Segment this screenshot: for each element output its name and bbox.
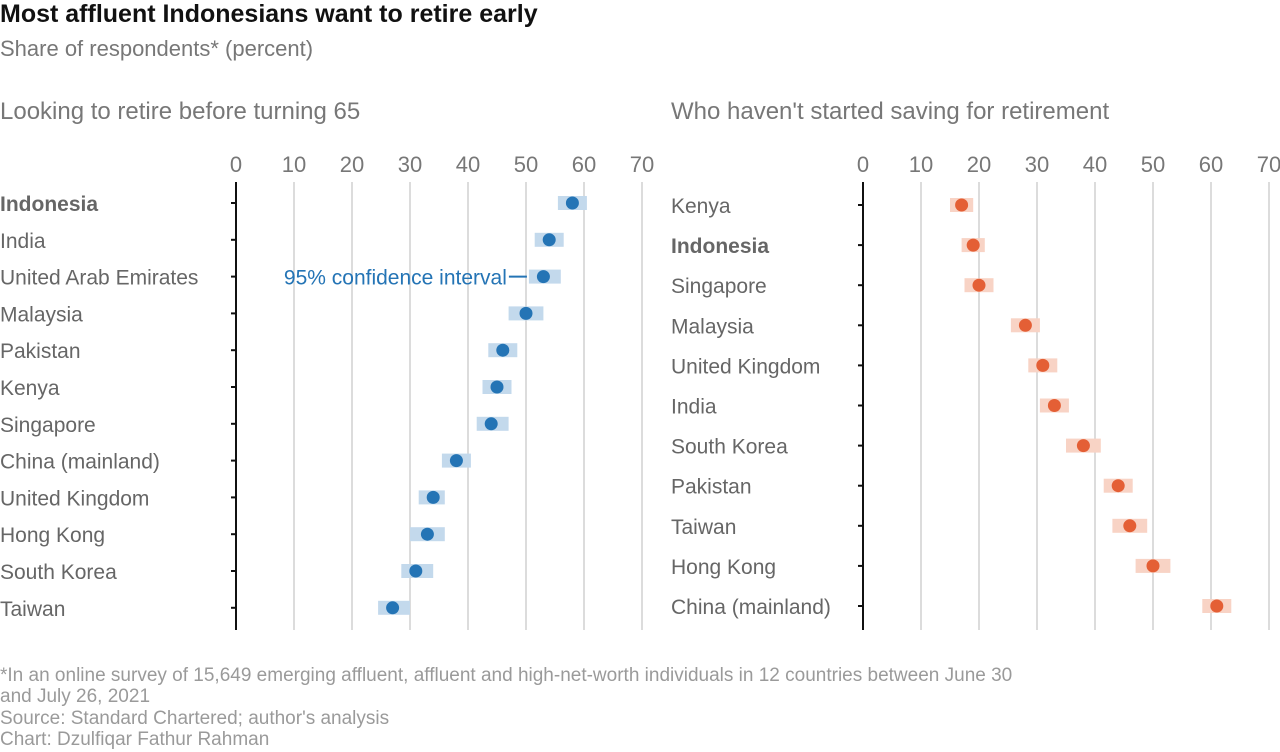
left-chart-title: Looking to retire before turning 65 (0, 98, 361, 125)
right-category-label: Pakistan (671, 476, 752, 499)
left-data-point (484, 417, 498, 431)
right-data-point (966, 238, 980, 252)
left-tick-label: 20 (340, 152, 364, 177)
left-tick-label: 10 (282, 152, 306, 177)
left-category-label: Pakistan (0, 340, 81, 363)
left-tick-label: 70 (630, 152, 654, 177)
annotation-label: 95% confidence interval (284, 267, 507, 290)
right-category-label: South Korea (671, 436, 788, 459)
right-tick-label: 70 (1257, 152, 1280, 177)
left-data-point (490, 380, 504, 394)
right-data-point (1123, 519, 1137, 533)
left-category-label: Taiwan (0, 598, 65, 621)
footnote-line-1: *In an online survey of 15,649 emerging … (0, 665, 1013, 686)
right-category-label: Indonesia (671, 235, 769, 258)
right-chart-group: 0 10 20 30 40 50 60 70 Kenya Indonesia Singapore Ma… (671, 152, 1280, 630)
right-category-label: United Kingdom (671, 355, 820, 378)
left-data-point (519, 306, 533, 320)
source-note: Source: Standard Chartered; author's ana… (0, 708, 390, 729)
right-data-point (1018, 318, 1032, 332)
right-data-point (1210, 599, 1224, 613)
left-category-label: United Kingdom (0, 487, 149, 510)
left-data-point (449, 454, 463, 468)
left-data-point (420, 527, 434, 541)
chart-credit: Chart: Dzulfiqar Fathur Rahman (0, 729, 270, 750)
right-data-point (1036, 358, 1050, 372)
left-data-point (542, 233, 556, 247)
left-data-point (426, 490, 440, 504)
right-category-label: Singapore (671, 275, 767, 298)
left-tick-label: 0 (230, 152, 242, 177)
left-data-point (386, 601, 400, 615)
left-tick-label: 50 (514, 152, 538, 177)
left-data-point (565, 196, 579, 210)
right-category-label: India (671, 396, 717, 419)
right-tick-label: 20 (967, 152, 991, 177)
footnote-line-2: and July 26, 2021 (0, 686, 151, 707)
right-category-label: Malaysia (671, 315, 754, 338)
right-tick-label: 40 (1083, 152, 1107, 177)
right-data-point (1111, 479, 1125, 493)
left-data-point (496, 343, 510, 357)
left-category-label: India (0, 230, 46, 253)
right-tick-label: 50 (1141, 152, 1165, 177)
page-subtitle: Share of respondents* (percent) (0, 36, 314, 61)
left-category-label: United Arab Emirates (0, 267, 198, 290)
right-tick-label: 0 (857, 152, 869, 177)
left-category-label: Malaysia (0, 303, 83, 326)
page-title: Most affluent Indonesians want to retire… (0, 0, 538, 28)
right-chart-title: Who haven't started saving for retiremen… (671, 98, 1110, 125)
left-category-label: Indonesia (0, 193, 98, 216)
right-category-label: Hong Kong (671, 556, 776, 579)
right-tick-label: 10 (909, 152, 933, 177)
left-data-point (409, 564, 423, 578)
right-data-point (955, 198, 969, 212)
left-tick-label: 40 (456, 152, 480, 177)
left-category-label: South Korea (0, 561, 117, 584)
left-tick-label: 30 (398, 152, 422, 177)
right-category-label: China (mainland) (671, 596, 831, 619)
left-category-label: Kenya (0, 377, 60, 400)
left-tick-label: 60 (572, 152, 596, 177)
right-data-point (972, 278, 986, 292)
left-category-label: China (mainland) (0, 451, 160, 474)
left-chart-group: 0 10 20 30 40 50 60 70 Indonesia India United Arab… (0, 152, 654, 630)
right-tick-label: 60 (1199, 152, 1223, 177)
left-category-label: Hong Kong (0, 524, 105, 547)
right-category-label: Kenya (671, 195, 731, 218)
left-data-point (536, 270, 550, 284)
right-data-point (1076, 439, 1090, 453)
right-category-label: Taiwan (671, 516, 736, 539)
right-data-point (1047, 399, 1061, 412)
right-data-point (1146, 559, 1160, 573)
left-category-label: Singapore (0, 414, 96, 437)
right-tick-label: 30 (1025, 152, 1049, 177)
